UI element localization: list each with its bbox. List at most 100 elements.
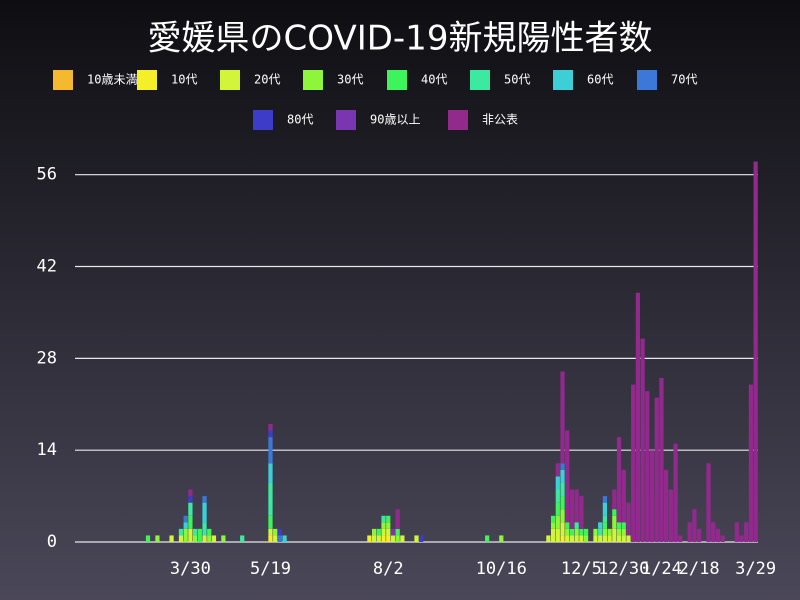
bar-segment bbox=[188, 515, 193, 529]
bar-segment bbox=[414, 535, 419, 542]
x-tick-label: 3/29 bbox=[735, 559, 776, 579]
bar-segment bbox=[640, 338, 645, 542]
bar-segment bbox=[711, 522, 716, 542]
bar-segment bbox=[560, 371, 565, 464]
bar-segment bbox=[621, 469, 626, 523]
legend-label: 80代 bbox=[287, 113, 313, 127]
bar-segment bbox=[178, 528, 184, 536]
bar-segment bbox=[400, 535, 405, 542]
bar-segment bbox=[565, 528, 570, 536]
legend-swatch bbox=[553, 70, 573, 90]
bar-segment bbox=[395, 509, 400, 529]
bar-segment bbox=[386, 528, 391, 536]
bar-segment bbox=[268, 528, 273, 536]
legend-label: 60代 bbox=[587, 73, 613, 87]
bar-segment bbox=[268, 482, 273, 516]
bar-segment bbox=[602, 502, 608, 516]
bar-segment bbox=[593, 535, 598, 542]
bar-segment bbox=[583, 535, 589, 542]
bar-segment bbox=[602, 522, 608, 529]
bar-segment bbox=[381, 522, 386, 529]
bar-segment bbox=[376, 528, 381, 536]
bar-segment bbox=[192, 535, 198, 542]
legend-swatch bbox=[470, 70, 490, 90]
y-tick-label: 0 bbox=[47, 532, 57, 552]
bar-segment bbox=[565, 522, 570, 529]
bar-segment bbox=[569, 528, 575, 536]
bar-segment bbox=[555, 515, 560, 529]
bar-segment bbox=[555, 528, 560, 542]
bar-segment bbox=[635, 292, 641, 542]
bar-segment bbox=[367, 535, 372, 542]
legend-label: 90歳以上 bbox=[370, 113, 420, 127]
y-tick-label: 28 bbox=[37, 348, 57, 368]
legend-label: 10歳未満 bbox=[87, 73, 137, 87]
bar-segment bbox=[612, 489, 617, 510]
bar-segment bbox=[616, 528, 622, 536]
legend-swatch bbox=[220, 70, 240, 90]
bar-segment bbox=[390, 535, 396, 542]
x-tick-label: 12/30 bbox=[598, 559, 649, 579]
bar-segment bbox=[240, 535, 245, 542]
legend-swatch bbox=[448, 110, 468, 130]
bar-segment bbox=[499, 535, 504, 542]
x-tick-label: 8/2 bbox=[373, 559, 404, 579]
bar-segment bbox=[207, 528, 212, 536]
bar-segment bbox=[645, 391, 650, 542]
bar-segment bbox=[612, 509, 617, 516]
bar-segment bbox=[188, 489, 193, 497]
bar-segment bbox=[621, 535, 626, 542]
bar-segment bbox=[381, 515, 386, 523]
bar-segment bbox=[607, 528, 612, 536]
bar-segment bbox=[673, 443, 678, 542]
bar-segment bbox=[697, 528, 702, 542]
bar-segment bbox=[555, 502, 560, 516]
bar-segment bbox=[593, 528, 598, 536]
bar-segment bbox=[178, 535, 184, 542]
x-tick-label: 2/18 bbox=[679, 559, 720, 579]
legend-label: 30代 bbox=[337, 73, 363, 87]
bar-segment bbox=[734, 522, 739, 542]
bar-segment bbox=[376, 535, 381, 542]
bar-segment bbox=[183, 528, 188, 542]
legend-label: 10代 bbox=[171, 73, 197, 87]
bar-segment bbox=[560, 496, 565, 510]
bar-segment bbox=[664, 469, 669, 542]
bar-segment bbox=[692, 509, 697, 542]
bar-segment bbox=[583, 528, 589, 536]
bar-segment bbox=[169, 535, 174, 542]
bar-segment bbox=[649, 450, 655, 542]
legend-swatch bbox=[53, 70, 73, 90]
bar-segment bbox=[395, 528, 400, 536]
bar-segment bbox=[268, 430, 273, 438]
bar-segment bbox=[268, 535, 273, 542]
bar-segment bbox=[202, 535, 207, 542]
x-tick-label: 1/24 bbox=[641, 559, 682, 579]
bar-segment bbox=[574, 528, 579, 536]
bar-segment bbox=[602, 496, 608, 503]
bar-segment bbox=[371, 528, 377, 536]
bar-segment bbox=[621, 522, 626, 529]
bar-segment bbox=[574, 522, 579, 529]
y-tick-label: 56 bbox=[37, 165, 57, 185]
x-tick-label: 3/30 bbox=[170, 559, 211, 579]
bar-segment bbox=[395, 535, 400, 542]
bar-segment bbox=[560, 482, 565, 497]
bar-segment bbox=[602, 515, 608, 523]
legend-swatch bbox=[303, 70, 323, 90]
bar-segment bbox=[706, 463, 711, 542]
bar-segment bbox=[221, 535, 226, 542]
bar-segment bbox=[616, 522, 622, 529]
bar-segment bbox=[277, 528, 283, 536]
bar-segment bbox=[202, 496, 207, 503]
bar-segment bbox=[598, 535, 603, 542]
bar-segment bbox=[720, 535, 725, 542]
bar-segment bbox=[579, 535, 584, 542]
bar-segment bbox=[626, 535, 631, 542]
x-tick-label: 5/19 bbox=[250, 559, 291, 579]
bar-segment bbox=[155, 535, 160, 542]
bar-segment bbox=[659, 378, 664, 542]
bar-segment bbox=[612, 515, 617, 529]
bar-segment bbox=[207, 535, 212, 542]
